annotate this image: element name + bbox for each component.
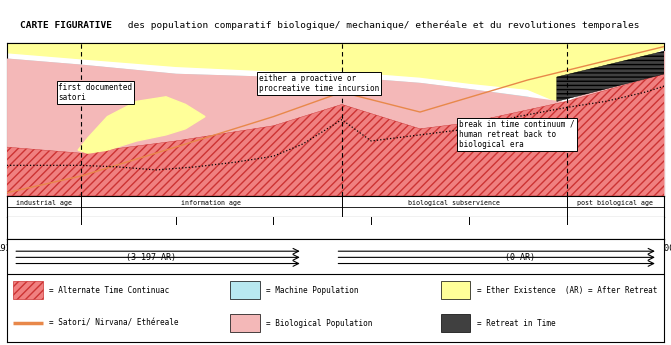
Text: (0 AR): (0 AR) — [505, 253, 535, 262]
Text: either a proactive or
procreative time incursion: either a proactive or procreative time i… — [259, 74, 379, 93]
Text: industrial age: industrial age — [16, 200, 72, 206]
Polygon shape — [78, 97, 205, 153]
Text: = Ether Existence  (AR) = After Retreat: = Ether Existence (AR) = After Retreat — [477, 286, 658, 295]
Text: post biological age: post biological age — [578, 200, 654, 206]
Polygon shape — [7, 43, 664, 101]
FancyBboxPatch shape — [230, 314, 260, 332]
Text: = Satori/ Nirvana/ Ethéreale: = Satori/ Nirvana/ Ethéreale — [50, 318, 179, 327]
Text: break in time continuum /
human retreat back to
biological era: break in time continuum / human retreat … — [459, 120, 575, 149]
Text: first documented
satori: first documented satori — [58, 83, 132, 102]
Text: biological subservience: biological subservience — [408, 200, 500, 206]
Text: (3 197 AR): (3 197 AR) — [126, 253, 176, 262]
FancyBboxPatch shape — [441, 314, 470, 332]
Text: = Retreat in Time: = Retreat in Time — [477, 318, 556, 327]
Text: = Biological Population: = Biological Population — [266, 318, 373, 327]
Text: CARTE FIGURATIVE: CARTE FIGURATIVE — [20, 21, 112, 30]
FancyBboxPatch shape — [230, 281, 260, 299]
Text: = Machine Population: = Machine Population — [266, 286, 359, 295]
FancyBboxPatch shape — [441, 281, 470, 299]
FancyBboxPatch shape — [13, 281, 43, 299]
Text: des population comparatif biologique/ mechanique/ etheréale et du revolutiones t: des population comparatif biologique/ me… — [121, 20, 639, 30]
Text: = Alternate Time Continuac: = Alternate Time Continuac — [50, 286, 170, 295]
Text: information age: information age — [181, 200, 242, 206]
Polygon shape — [557, 51, 664, 101]
Polygon shape — [7, 74, 664, 196]
